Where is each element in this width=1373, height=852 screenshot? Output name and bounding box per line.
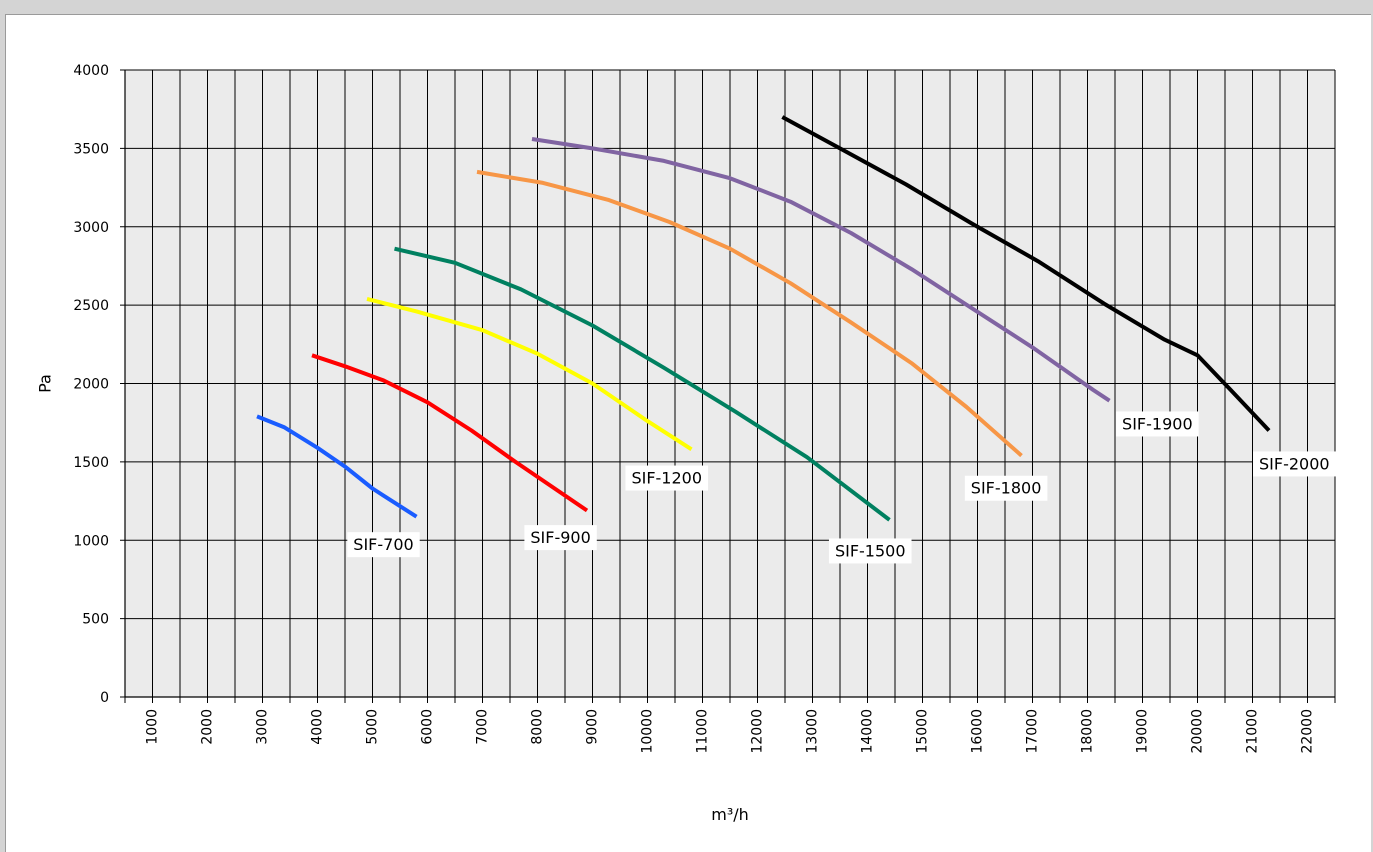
y-tick-label: 1500 (73, 455, 109, 471)
x-tick-labels: 1000 2000 3000 4000 5000 6000 7000 8000 9000 1000… (145, 709, 1316, 754)
series-line-sif-2000 (781, 115, 1271, 432)
series-label-box (964, 475, 1048, 501)
x-tick-label: 13000 (805, 709, 821, 754)
series-label-sif-2000: SIF-2000 (1253, 451, 1336, 477)
x-tick-label: 11000 (695, 709, 711, 754)
y-tick-label: 4000 (73, 63, 109, 79)
x-tick-label: 7000 (475, 709, 491, 745)
series-label-box (524, 525, 597, 551)
series-labels: SIF-700 SIF-900 SIF-1200 SIF-1500 SIF-1800 SI… (347, 411, 1336, 564)
series-label-text: SIF-1500 (835, 541, 906, 560)
series-label-box (625, 465, 709, 491)
series-line-sif-1200 (366, 296, 693, 451)
y-axis-title: Pa (36, 374, 55, 393)
x-tick-label: 10000 (640, 709, 656, 754)
series-label-text: SIF-1900 (1122, 414, 1193, 433)
x-tick-label: 6000 (420, 709, 436, 745)
series-label-text: SIF-700 (353, 535, 413, 554)
series-label-sif-1200: SIF-1200 (625, 465, 709, 491)
series-line-sif-1900 (531, 137, 1111, 403)
y-tick-label: 3500 (73, 141, 109, 157)
x-tick-label: 19000 (1135, 709, 1151, 754)
series-line-sif-1800 (476, 169, 1023, 458)
window-top-strip (0, 0, 1373, 14)
series-line-sif-900 (311, 353, 589, 513)
series-label-sif-700: SIF-700 (347, 532, 420, 558)
series-label-sif-900: SIF-900 (524, 525, 597, 551)
y-tick-label: 1000 (73, 533, 109, 549)
x-tick-label: 9000 (585, 709, 601, 745)
series-label-box (828, 538, 912, 564)
axes (120, 69, 1336, 703)
y-tick-labels: 0 500 1000 1500 2000 2500 3000 3500 4000 (73, 63, 109, 706)
x-tick-label: 15000 (915, 709, 931, 754)
series-label-sif-1800: SIF-1800 (964, 475, 1048, 501)
grid-lines (124, 69, 1336, 698)
x-tick-label: 4000 (310, 709, 326, 745)
series-label-box (1116, 411, 1199, 437)
x-tick-label: 1000 (145, 709, 161, 745)
x-tick-label: 18000 (1080, 709, 1096, 754)
y-tick-label: 0 (100, 690, 109, 706)
y-tick-label: 2000 (73, 377, 109, 393)
series-label-text: SIF-1800 (971, 479, 1042, 498)
x-tick-label: 3000 (255, 709, 271, 745)
x-tick-label: 16000 (970, 709, 986, 754)
x-tick-label: 5000 (365, 709, 381, 745)
x-tick-label: 20000 (1190, 709, 1206, 754)
x-tick-label: 14000 (860, 709, 876, 754)
x-tick-label: 12000 (750, 709, 766, 754)
series-line-sif-700 (256, 414, 418, 519)
y-tick-label: 500 (82, 612, 109, 628)
x-tick-label: 8000 (530, 709, 546, 745)
x-tick-label: 17000 (1025, 709, 1041, 754)
series-label-box (347, 532, 420, 558)
series-label-sif-1500: SIF-1500 (828, 538, 912, 564)
series-label-text: SIF-900 (530, 528, 590, 547)
series-label-text: SIF-1200 (631, 469, 702, 488)
series-lines (256, 115, 1271, 522)
series-label-text: SIF-2000 (1259, 454, 1330, 473)
x-tick-label: 2000 (200, 709, 216, 745)
x-axis-title: m³/h (711, 805, 749, 824)
series-label-sif-1900: SIF-1900 (1116, 411, 1199, 437)
series-line-sif-1500 (394, 246, 891, 522)
series-label-box (1253, 451, 1336, 477)
x-tick-label: 22000 (1300, 709, 1316, 754)
x-tick-label: 21000 (1245, 709, 1261, 754)
y-tick-label: 3000 (73, 220, 109, 236)
y-tick-label: 2500 (73, 298, 109, 314)
